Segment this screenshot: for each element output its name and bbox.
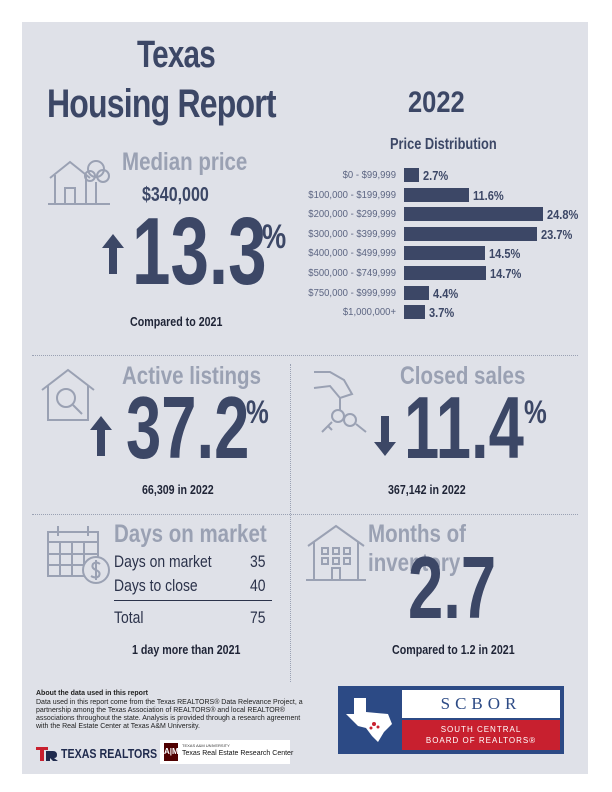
divider-horizontal-1 — [32, 355, 578, 356]
days-on-market-title: Days on market — [114, 520, 267, 548]
price-bar-value: 11.6% — [472, 187, 504, 203]
about-text: Data used in this report come from the T… — [36, 699, 303, 730]
scbor-abbr: SCBOR — [440, 694, 522, 713]
dtc-row-value: 40 — [250, 576, 266, 595]
price-distribution-title: Price Distribution — [390, 136, 497, 153]
tamu-small-text: TEXAS A&M UNIVERSITY — [182, 743, 230, 748]
house-search-icon — [41, 368, 95, 421]
dtc-row-label: Days to close — [114, 576, 198, 595]
months-inventory-note: Compared to 1.2 in 2021 — [392, 642, 515, 657]
price-bar-row: $0 - $99,999 2.7% — [22, 168, 588, 184]
price-bar-row: $200,000 - $299,999 24.8% — [22, 207, 588, 223]
report-year: 2022 — [408, 86, 465, 119]
price-bar-value: 14.5% — [489, 246, 521, 262]
arrow-up-icon — [90, 416, 112, 456]
closed-sales-pct-sign: % — [524, 394, 547, 430]
price-bar — [404, 285, 429, 300]
scbor-line1: SOUTH CENTRAL — [440, 725, 522, 734]
building-icon — [306, 524, 366, 581]
price-bar — [404, 168, 420, 182]
texas-realtors-logo: TEXAS REALTORS — [36, 744, 178, 762]
about-heading: About the data used in this report — [36, 690, 149, 697]
price-bar-row: $1,000,000+ 3.7% — [22, 305, 588, 321]
price-bar-value: 3.7% — [428, 305, 454, 321]
closed-sales-label: Closed sales — [400, 362, 526, 390]
texas-realtors-text: TEXAS REALTORS — [61, 745, 158, 761]
report-card: Texas Housing Report 2022 Median price $… — [22, 22, 588, 774]
dom-row-label: Days on market — [114, 552, 212, 571]
price-bar-value: 24.8% — [546, 207, 579, 223]
dom-row-value: 35 — [250, 552, 266, 571]
price-bar-row: $300,000 - $399,999 23.7% — [22, 226, 588, 243]
months-inventory-value: 2.7 — [408, 538, 497, 637]
texas-map-icon — [346, 698, 392, 742]
price-bar-label: $100,000 - $199,999 — [308, 189, 396, 201]
total-rule — [114, 600, 272, 601]
price-bar — [404, 207, 543, 222]
report-title-line1: Texas — [137, 34, 216, 76]
tamu-logo: A|M TEXAS A&M UNIVERSITY Texas Real Esta… — [160, 740, 294, 764]
active-listings-label: Active listings — [122, 362, 261, 390]
price-bar-value: 14.7% — [490, 266, 522, 281]
price-bar — [404, 226, 537, 241]
price-bar-row: $500,000 - $749,999 14.7% — [22, 266, 588, 282]
median-price-note: Compared to 2021 — [130, 314, 223, 329]
price-bar — [404, 246, 486, 261]
arrow-up-icon — [102, 234, 124, 274]
price-bar-row: $100,000 - $199,999 11.6% — [22, 187, 588, 204]
price-bar-value: 4.4% — [432, 285, 458, 301]
scbor-abbr-box: SCBOR — [402, 690, 560, 718]
closed-sales-change: 11.4 — [404, 378, 524, 477]
hand-keys-icon — [313, 371, 367, 433]
median-price-label: Median price — [122, 148, 248, 176]
report-title-line2: Housing Report — [47, 82, 277, 126]
arrow-down-icon — [374, 416, 396, 456]
price-bar — [404, 266, 487, 280]
price-bar-row: $400,000 - $499,999 14.5% — [22, 246, 588, 262]
closed-sales-note: 367,142 in 2022 — [388, 482, 466, 497]
active-listings-change: 37.2 — [126, 378, 250, 477]
tr-monogram-icon — [36, 747, 58, 761]
price-bar — [404, 305, 425, 320]
price-bar-label: $0 - $99,999 — [342, 170, 396, 181]
total-value: 75 — [250, 608, 266, 627]
price-bar-label: $400,000 - $499,999 — [308, 248, 396, 260]
divider-vertical — [290, 364, 291, 682]
days-on-market-note: 1 day more than 2021 — [132, 642, 241, 657]
house-tree-icon — [48, 160, 110, 205]
tamu-mark-icon: A|M — [164, 743, 179, 761]
median-price-change: 13.3 — [132, 198, 267, 305]
divider-horizontal-2 — [32, 514, 578, 515]
calendar-dollar-icon — [47, 526, 110, 584]
scbor-line2: BOARD OF REALTORS® — [425, 736, 537, 745]
months-inventory-title: Months of inventory — [368, 520, 466, 577]
price-bar-label: $500,000 - $749,999 — [308, 268, 396, 279]
price-bar-value: 23.7% — [540, 226, 573, 242]
price-bar-label: $750,000 - $999,999 — [308, 287, 396, 299]
price-bar-label: $200,000 - $299,999 — [308, 209, 396, 221]
total-label: Total — [114, 608, 144, 627]
active-listings-note: 66,309 in 2022 — [142, 482, 214, 497]
price-bar-value: 2.7% — [423, 168, 449, 183]
price-bar-label: $300,000 - $399,999 — [308, 228, 396, 240]
scbor-name-box: SOUTH CENTRAL BOARD OF REALTORS® — [402, 720, 560, 750]
price-bar — [404, 187, 469, 202]
active-listings-pct-sign: % — [246, 394, 269, 430]
price-bar-row: $750,000 - $999,999 4.4% — [22, 285, 588, 302]
tamu-center-text: Texas Real Estate Research Center — [182, 750, 294, 757]
price-distribution-chart: $0 - $99,999 2.7% $100,000 - $199,999 11.6%… — [22, 168, 588, 328]
median-price-pct-sign: % — [262, 218, 287, 256]
median-price-value: $340,000 — [142, 184, 209, 206]
price-bar-label: $1,000,000+ — [342, 307, 396, 319]
scbor-logo: SCBOR SOUTH CENTRAL BOARD OF REALTORS® — [338, 686, 564, 754]
